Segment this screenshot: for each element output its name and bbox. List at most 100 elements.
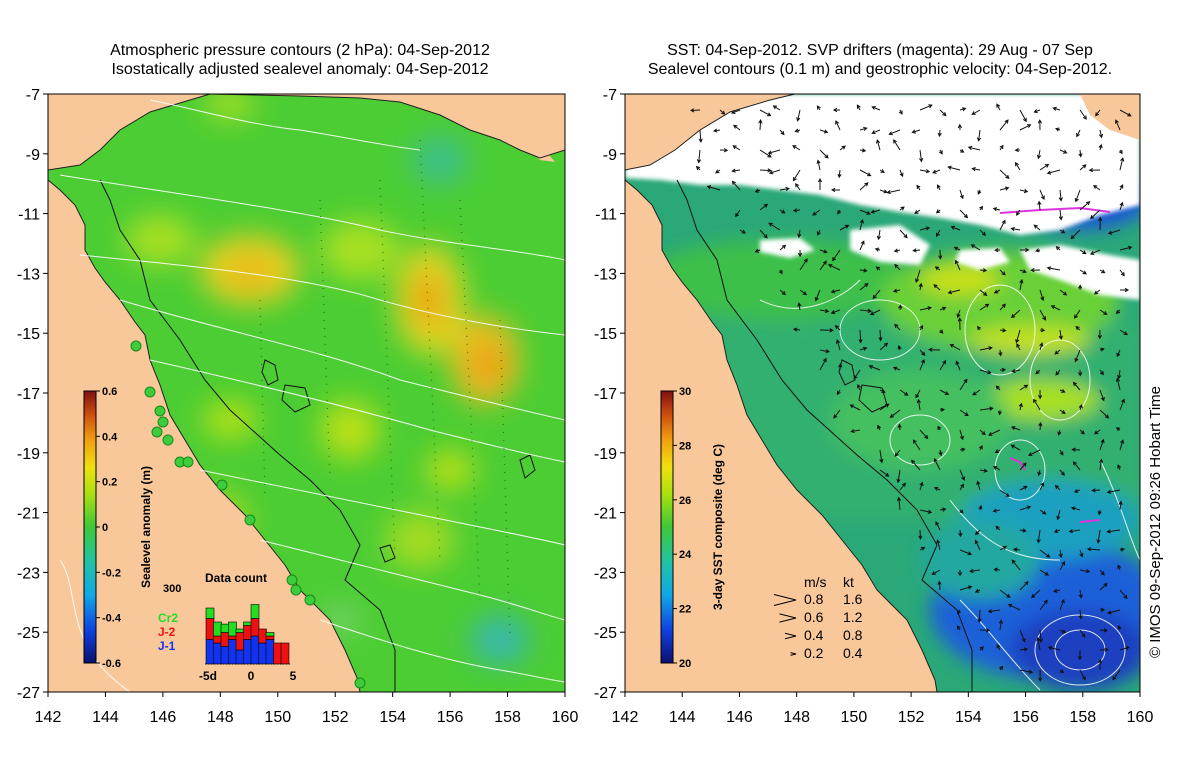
velocity-arrow bbox=[888, 129, 901, 136]
velocity-arrow bbox=[1058, 549, 1063, 559]
velocity-arrow bbox=[1035, 248, 1041, 253]
x-tick-label: 160 bbox=[552, 709, 579, 726]
inset-bar-segment bbox=[243, 625, 252, 640]
velocity-arrow bbox=[796, 109, 801, 122]
velocity-arrow bbox=[974, 529, 981, 536]
velocity-arrow bbox=[1059, 149, 1068, 154]
velocity-arrow bbox=[1059, 469, 1065, 476]
velocity-arrow bbox=[1115, 309, 1121, 315]
velocity-arrow bbox=[1093, 184, 1101, 191]
velocity-arrow bbox=[853, 369, 861, 380]
velocity-arrow bbox=[894, 449, 901, 457]
velocity-legend-arrow bbox=[779, 613, 797, 623]
velocity-arrow bbox=[1099, 369, 1104, 376]
velocity-arrow bbox=[979, 406, 994, 411]
velocity-arrow bbox=[816, 105, 821, 111]
velocity-arrow bbox=[731, 168, 741, 173]
velocity-arrow bbox=[934, 266, 941, 271]
velocity-arrow bbox=[879, 342, 889, 351]
velocity-arrow bbox=[994, 449, 1001, 454]
velocity-arrow bbox=[1077, 284, 1083, 291]
velocity-arrow bbox=[1059, 629, 1067, 634]
velocity-arrow bbox=[859, 268, 868, 273]
y-tick-label: -19 bbox=[594, 446, 617, 463]
inset-x-label: 0 bbox=[248, 669, 255, 683]
colorbar-tick-label: -0.4 bbox=[102, 613, 122, 625]
velocity-arrow bbox=[715, 169, 721, 174]
velocity-arrow bbox=[1031, 589, 1041, 599]
velocity-arrow bbox=[1079, 629, 1086, 638]
velocity-arrow bbox=[1019, 669, 1034, 674]
x-tick-label: 142 bbox=[35, 709, 62, 726]
velocity-arrow bbox=[1012, 547, 1021, 552]
velocity-arrow bbox=[859, 282, 869, 291]
right-panel-title: SST: 04-Sep-2012. SVP drifters (magenta)… bbox=[595, 41, 1165, 79]
velocity-arrow bbox=[792, 169, 801, 182]
velocity-arrow bbox=[792, 327, 801, 332]
velocity-arrow bbox=[1019, 528, 1027, 533]
velocity-arrow bbox=[995, 385, 1001, 391]
velocity-arrow bbox=[886, 189, 901, 195]
velocity-arrow bbox=[1115, 119, 1121, 131]
velocity-arrow bbox=[731, 180, 741, 191]
velocity-arrow bbox=[939, 389, 950, 395]
velocity-arrow bbox=[797, 249, 803, 258]
velocity-arrow bbox=[768, 222, 781, 231]
velocity-arrow bbox=[896, 469, 901, 484]
velocity-arrow bbox=[859, 308, 873, 313]
colorbar-tick-label: 20 bbox=[679, 658, 691, 670]
velocity-arrow bbox=[1070, 506, 1081, 511]
velocity-arrow bbox=[977, 609, 982, 623]
velocity-arrow bbox=[918, 529, 923, 540]
velocity-arrow bbox=[992, 466, 1001, 471]
velocity-arrow bbox=[1015, 329, 1021, 344]
velocity-arrow bbox=[893, 139, 901, 151]
tide-gauge-markers bbox=[130, 340, 366, 689]
velocity-arrow bbox=[947, 165, 961, 171]
velocity-arrow bbox=[797, 302, 802, 311]
velocity-arrow bbox=[1046, 169, 1061, 175]
velocity-arrow bbox=[779, 289, 787, 296]
y-tick-label: -13 bbox=[594, 266, 617, 283]
velocity-arrow bbox=[1039, 163, 1050, 171]
velocity-arrow bbox=[1055, 127, 1061, 132]
velocity-arrow bbox=[967, 145, 981, 151]
sla-anomaly-blobs bbox=[125, 94, 530, 665]
sla-colorbar-ticks: 0.6 0.4 0.2 0 -0.2 -0.4 -0.6 bbox=[96, 386, 122, 670]
velocity-arrow bbox=[1078, 403, 1083, 411]
velocity-arrow bbox=[859, 169, 872, 177]
colorbar-tick-label: 22 bbox=[679, 604, 691, 616]
velocity-arrow bbox=[849, 404, 861, 411]
velocity-arrow bbox=[767, 149, 781, 155]
velocity-arrow bbox=[919, 481, 924, 491]
velocity-arrow bbox=[816, 159, 821, 171]
velocity-arrow bbox=[999, 589, 1011, 599]
velocity-arrow bbox=[1074, 309, 1081, 319]
velocity-arrow bbox=[1019, 581, 1029, 591]
velocity-arrow bbox=[1097, 509, 1102, 516]
velocity-legend-ms: 0.8 bbox=[804, 591, 824, 607]
velocity-arrow bbox=[939, 507, 947, 512]
velocity-arrow bbox=[1020, 247, 1030, 253]
velocity-arrow bbox=[999, 489, 1010, 498]
velocity-arrow bbox=[919, 349, 926, 356]
velocity-arrow bbox=[974, 539, 981, 551]
velocity-arrow bbox=[1019, 462, 1027, 471]
velocity-arrow bbox=[839, 145, 846, 151]
reef-outlines bbox=[261, 359, 536, 563]
velocity-legend-ms: 0.2 bbox=[804, 645, 824, 661]
velocity-arrow bbox=[879, 169, 885, 173]
inset-bar-segment bbox=[205, 607, 215, 619]
velocity-legend-ms: 0.4 bbox=[804, 627, 824, 643]
cloud-mask bbox=[625, 94, 1140, 300]
velocity-arrow bbox=[1059, 229, 1066, 234]
inset-x-labels: -5d 0 5 bbox=[199, 669, 297, 683]
velocity-arrow bbox=[1119, 439, 1125, 451]
velocity-arrow bbox=[706, 185, 721, 191]
velocity-arrow bbox=[911, 129, 921, 134]
velocity-arrow bbox=[1079, 429, 1085, 435]
velocity-arrow bbox=[978, 504, 983, 511]
velocity-arrow bbox=[838, 363, 843, 371]
velocity-arrow bbox=[898, 304, 903, 311]
velocity-arrow bbox=[897, 344, 902, 351]
